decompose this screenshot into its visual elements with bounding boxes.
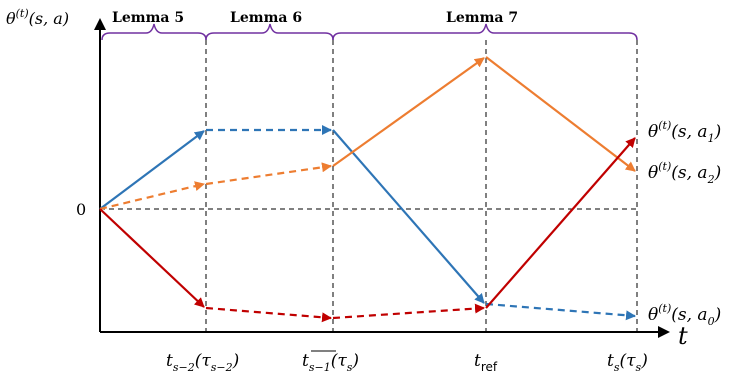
lemma-5-label: Lemma 5 xyxy=(112,10,184,26)
series-a1-segment-3 xyxy=(332,303,485,320)
series-a1-segment-4 xyxy=(485,137,636,309)
series-a0-segment-4 xyxy=(485,302,636,321)
x-tick-t-s-1: ts−1(τs) xyxy=(302,351,359,374)
lemma-6-brace xyxy=(205,23,334,41)
series-a0 xyxy=(99,125,636,321)
series-a0-segment-3 xyxy=(332,129,485,304)
series-label-a0: θ(t)(s, a0) xyxy=(648,302,721,328)
series-a2-segment-2 xyxy=(205,162,332,186)
series-a1 xyxy=(99,137,636,323)
series-a1-segment-1 xyxy=(99,208,205,308)
x-tick-t-ref: tref xyxy=(474,351,498,374)
x-tick-t-s: ts(τs) xyxy=(607,351,648,374)
lemma-5-brace xyxy=(101,23,207,41)
y-axis-label: θ(t)(s, a) xyxy=(6,7,69,28)
x-tick-t-s-2: ts−2(τs−2) xyxy=(166,351,239,374)
x-axis-label: t xyxy=(678,322,688,350)
series-a2-segment-1 xyxy=(99,181,205,211)
series-a2-segment-3 xyxy=(332,57,485,167)
series-a2 xyxy=(99,56,636,211)
lemma-7-brace xyxy=(332,23,638,41)
series-a0-segment-1 xyxy=(99,130,205,210)
zero-label: 0 xyxy=(76,200,86,219)
lemma-7-label: Lemma 7 xyxy=(446,10,518,26)
series-label-a1: θ(t)(s, a1) xyxy=(648,119,721,145)
lemma-6-label: Lemma 6 xyxy=(230,10,302,26)
series-a2-segment-4 xyxy=(485,56,636,172)
series-label-a2: θ(t)(s, a2) xyxy=(648,160,721,186)
series-a1-segment-2 xyxy=(205,306,332,323)
